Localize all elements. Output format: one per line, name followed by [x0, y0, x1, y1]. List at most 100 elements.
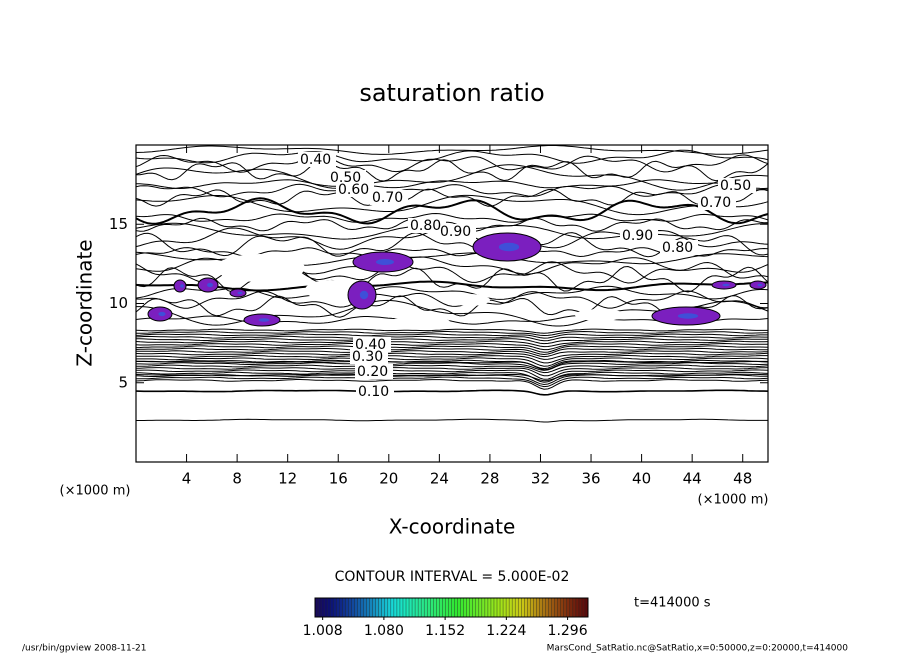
colorbar-stripe: [387, 598, 392, 617]
footer-right: MarsCond_SatRatio.nc@SatRatio,x=0:50000,…: [547, 644, 849, 654]
contour-line: [135, 340, 769, 348]
colorbar-stripe: [542, 598, 546, 617]
colorbar-stripe: [530, 598, 534, 617]
contour-label-bg: [350, 349, 388, 364]
contour-label-bg: [298, 152, 336, 167]
contour-line: [135, 376, 769, 388]
colorbar-stripe: [527, 598, 531, 617]
contour-line: [136, 357, 769, 367]
colorbar-stripe: [475, 598, 480, 617]
colorbar-stripe: [487, 598, 492, 617]
colorbar-stripe: [563, 598, 568, 617]
colorbar-stripe: [500, 598, 504, 617]
chart-title: saturation ratio: [359, 79, 544, 107]
contour-line: [135, 373, 769, 382]
contour-interval: CONTOUR INTERVAL = 5.000E-02: [335, 569, 570, 585]
colorbar-stripe: [581, 598, 586, 617]
contour-line: [136, 418, 768, 423]
contour-label-bg: [408, 218, 446, 233]
supersaturated-core: [722, 283, 730, 287]
supersaturated-core: [359, 290, 369, 300]
colorbar-stripe: [472, 598, 477, 617]
clear-region: [390, 316, 450, 328]
contour-line: [136, 362, 769, 371]
colorbar-stripe: [366, 598, 370, 617]
colorbar-stripe: [503, 598, 507, 617]
colorbar-tick-label: 1.152: [425, 623, 465, 639]
colorbar-stripe: [381, 598, 386, 617]
contour-label-bg: [353, 337, 391, 352]
contour-label-bg: [356, 384, 394, 399]
colorbar-stripe: [560, 598, 565, 617]
colorbar-stripe: [506, 598, 510, 617]
contour-label-bg: [328, 170, 366, 185]
contour-line: [135, 290, 769, 309]
supersaturated-core: [376, 259, 394, 265]
clear-region: [450, 294, 490, 306]
colorbar-stripe: [427, 598, 431, 617]
contour-label: 0.40: [355, 337, 386, 353]
x-tick-label: 24: [430, 470, 449, 488]
contour-label: 0.70: [700, 195, 731, 211]
colorbar-stripe: [348, 598, 352, 617]
supersaturated-core: [180, 284, 184, 288]
colorbar-tick-label: 1.080: [364, 623, 404, 639]
supersaturated-core: [237, 291, 243, 295]
contour-label: 0.80: [662, 240, 693, 256]
supersaturated-region: [173, 279, 187, 293]
x-tick-label: 28: [480, 470, 499, 488]
colorbar-stripe: [433, 598, 437, 617]
colorbar-stripe: [551, 598, 555, 617]
colorbar-stripe: [536, 598, 540, 617]
colorbar-stripe: [357, 598, 361, 617]
colorbar-stripe: [554, 598, 558, 617]
x-tick-label: 12: [278, 470, 297, 488]
colorbar-stripe: [533, 598, 537, 617]
colorbar-stripe: [351, 598, 355, 617]
colorbar-stripe: [463, 598, 467, 617]
supersaturated-core: [677, 313, 699, 319]
colorbar-stripe: [515, 598, 519, 617]
x-tick-label: 48: [733, 470, 752, 488]
x-tick-label: 36: [581, 470, 600, 488]
time-label: t=414000 s: [634, 596, 711, 611]
contour-line: [136, 371, 769, 383]
contour-line: [136, 364, 769, 374]
colorbar-stripe: [572, 598, 577, 617]
colorbar-stripe: [402, 598, 407, 617]
colorbar-stripe: [466, 598, 470, 617]
colorbar-stripe: [584, 598, 589, 617]
y-unit: (×1000 m): [60, 484, 131, 499]
colorbar-stripe: [569, 598, 574, 617]
colorbar-stripe: [509, 598, 513, 617]
contour-line: [135, 194, 769, 216]
contour-line: [135, 389, 769, 396]
contour-label: 0.20: [357, 364, 388, 380]
colorbar-stripe: [333, 598, 337, 617]
colorbar-stripe: [360, 598, 364, 617]
colorbar-stripe: [372, 598, 376, 617]
colorbar-stripe: [484, 598, 489, 617]
colorbar-stripe: [521, 598, 525, 617]
colorbar-stripe: [454, 598, 458, 617]
colorbar-stripe: [524, 598, 528, 617]
contour-line: [135, 265, 769, 293]
colorbar-stripe: [421, 598, 425, 617]
clear-region: [215, 254, 305, 282]
contour-line: [136, 359, 769, 370]
colorbar-stripe: [490, 598, 495, 617]
x-axis-label: X-coordinate: [389, 515, 516, 539]
contour-label: 0.50: [330, 170, 361, 186]
contour-line: [135, 145, 769, 155]
contour-line: [135, 345, 769, 353]
x-tick-label: 4: [182, 470, 192, 488]
colorbar-stripe: [330, 598, 334, 617]
contour-line: [135, 367, 769, 377]
contour-label-bg: [718, 178, 756, 193]
colorbar-stripe: [548, 598, 552, 617]
colorbar-stripe: [448, 598, 452, 617]
colorbar-stripe: [321, 598, 325, 617]
contour-line: [136, 355, 768, 364]
colorbar-stripe: [327, 598, 331, 617]
